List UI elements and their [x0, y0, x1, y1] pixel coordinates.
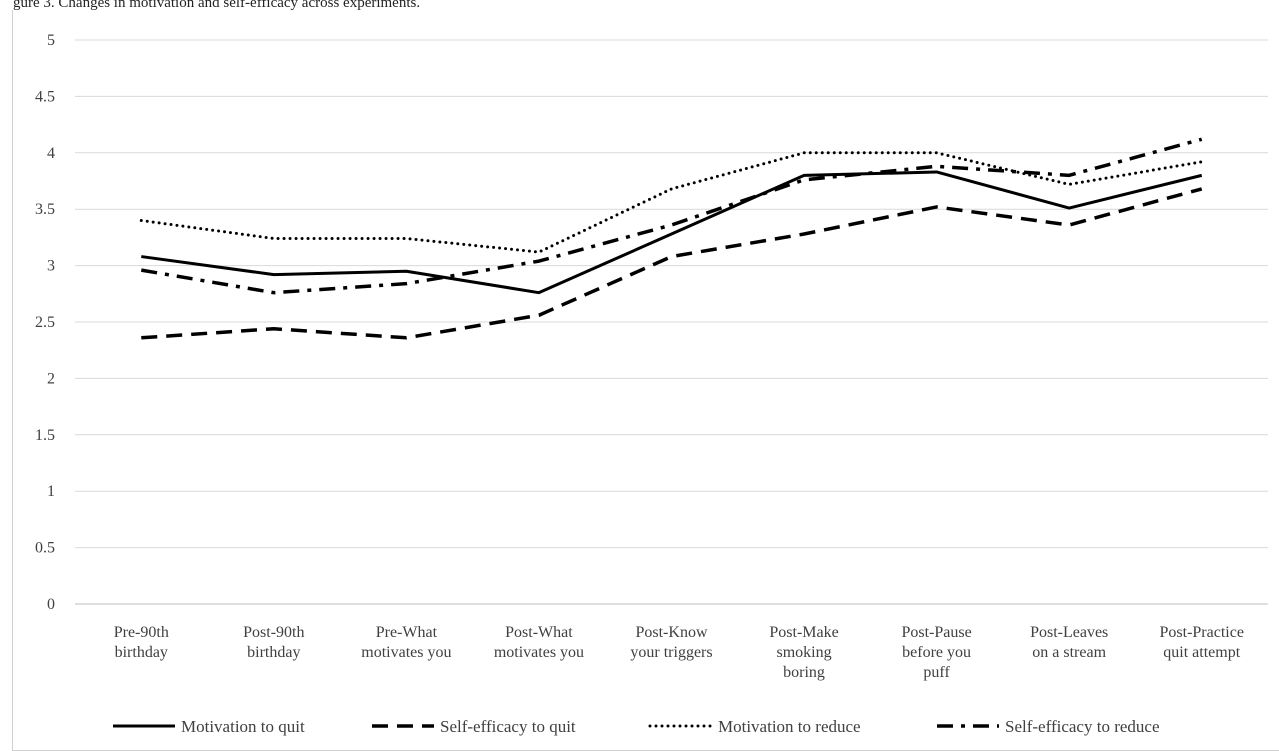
x-tick-label-line: birthday — [247, 644, 300, 661]
x-tick-label-line: your triggers — [630, 644, 712, 661]
x-tick-label: Post-What motivates you — [494, 624, 584, 661]
legend-label: Self-efficacy to quit — [440, 717, 576, 736]
y-tick-label: 3.5 — [35, 201, 55, 218]
x-tick-label-line: Post-Practice — [1160, 624, 1244, 641]
y-tick-label: 5 — [47, 32, 55, 49]
x-tick-label: Post-Practice quit attempt — [1160, 624, 1244, 661]
series-line-motivation-to-quit — [141, 170, 1203, 295]
x-tick-label: Post-Pause before you puff — [901, 624, 971, 681]
y-axis-tick-labels: 0 0.5 1 1.5 2 2.5 3 3.5 4 4.5 5 — [35, 32, 55, 613]
y-tick-label: 1.5 — [35, 427, 55, 444]
x-tick-label-line: motivates you — [361, 644, 451, 661]
x-tick-label-line: smoking — [776, 644, 831, 661]
y-tick-label: 2.5 — [35, 314, 55, 331]
x-tick-label-line: Pre-What — [376, 624, 438, 641]
x-tick-label-line: Pre-90th — [114, 624, 169, 641]
x-tick-label-line: Post-Leaves — [1030, 624, 1108, 641]
x-tick-label-line: Post-What — [505, 624, 573, 641]
x-tick-label: Post-Leaves on a stream — [1030, 624, 1108, 661]
series-line-self-efficacy-to-reduce — [140, 137, 1203, 295]
x-tick-label-line: Post-Pause — [901, 624, 971, 641]
y-tick-label: 3 — [47, 258, 55, 275]
gridlines — [75, 39, 1268, 605]
x-tick-label-line: before you — [902, 644, 971, 661]
x-tick-label-line: motivates you — [494, 644, 584, 661]
legend-label: Motivation to reduce — [718, 717, 861, 736]
x-tick-label-line: Post-Know — [635, 624, 707, 641]
series-line-motivation-to-reduce — [139, 151, 1204, 254]
x-tick-label: Post-Make smoking boring — [769, 624, 838, 681]
legend: Motivation to quit Self-efficacy to quit M… — [113, 717, 1160, 736]
x-axis-tick-labels: Pre-90th birthday Post-90th birthday Pre-Wha… — [114, 624, 1244, 681]
x-tick-label-line: quit attempt — [1163, 644, 1240, 661]
y-tick-label: 4.5 — [35, 88, 55, 105]
x-tick-label: Pre-90th birthday — [114, 624, 169, 661]
x-tick-label: Post-Know your triggers — [630, 624, 712, 661]
x-tick-label-line: birthday — [115, 644, 168, 661]
x-tick-label-line: Post-90th — [243, 624, 304, 641]
x-tick-label-line: Post-Make — [769, 624, 838, 641]
x-tick-label-line: on a stream — [1032, 644, 1106, 661]
y-tick-label: 2 — [47, 370, 55, 387]
x-tick-label-line: boring — [783, 664, 825, 681]
series-lines — [139, 137, 1204, 340]
x-tick-label-line: puff — [923, 664, 950, 681]
y-tick-label: 0.5 — [35, 540, 55, 557]
y-tick-label: 0 — [47, 596, 55, 613]
x-tick-label: Post-90th birthday — [243, 624, 304, 661]
legend-label: Self-efficacy to reduce — [1005, 717, 1160, 736]
y-tick-label: 1 — [47, 483, 55, 500]
x-tick-label: Pre-What motivates you — [361, 624, 451, 661]
series-line-self-efficacy-to-quit — [141, 187, 1203, 340]
legend-label: Motivation to quit — [181, 717, 305, 736]
figure-caption: gure 3. Changes in motivation and self-e… — [13, 0, 421, 11]
y-tick-label: 4 — [47, 145, 55, 162]
